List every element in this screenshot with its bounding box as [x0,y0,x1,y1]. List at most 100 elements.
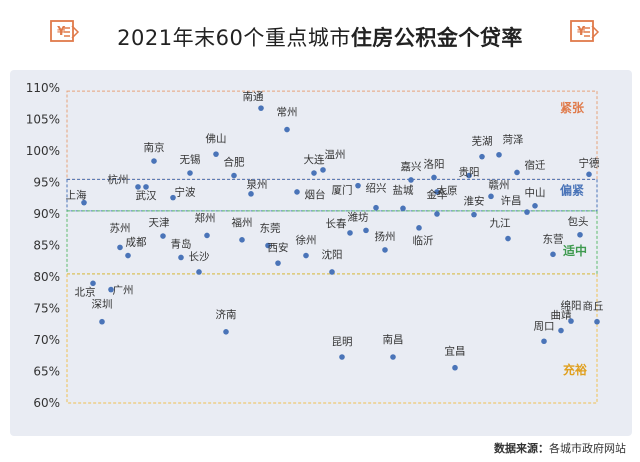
data-point [108,286,114,293]
data-point [347,230,353,236]
data-point [204,232,210,239]
data-point-label: 太原 [437,184,458,197]
data-point [400,205,406,212]
data-point-label: 长沙 [189,251,210,263]
data-point [373,204,379,211]
data-point [431,174,437,181]
data-point-label: 南通 [243,90,264,103]
data-point [311,170,317,176]
data-point [452,364,458,371]
data-point [170,194,176,201]
data-point [213,151,219,157]
data-point-label: 菏泽 [503,134,524,146]
data-point-label: 包头 [568,215,589,228]
data-point [541,338,547,345]
data-point [81,199,87,206]
data-point-label: 芜湖 [472,135,493,148]
data-point [284,126,290,133]
band-label: 充裕 [563,362,587,377]
data-point-label: 合肥 [224,156,245,169]
band-label: 适中 [563,243,587,258]
data-point [524,209,530,215]
y-tick-label: 70% [33,333,60,347]
data-point [151,158,157,164]
data-point [294,189,300,195]
data-point [187,170,193,176]
data-point-label: 中山 [525,186,546,199]
data-point-label: 潍坊 [348,210,369,223]
header: ¥ 2021年末60个重点城市住房公积金个贷率 ¥ [0,0,640,68]
data-point [135,184,141,190]
data-point [178,254,184,261]
data-point [339,354,345,360]
data-point [408,177,414,183]
data-point [390,354,396,360]
data-point-label: 绵阳 [561,299,582,312]
data-point [594,318,600,325]
data-point-label: 北京 [75,285,96,298]
data-point [265,242,271,249]
data-point [488,193,494,200]
data-point-label: 泉州 [247,178,268,191]
data-point [568,318,574,324]
data-point-label: 厦门 [332,184,353,197]
data-point-label: 无锡 [180,153,201,166]
data-point [320,167,326,173]
data-point-label: 烟台 [305,188,326,201]
y-tick-label: 65% [33,365,60,379]
data-point-label: 上海 [66,189,87,202]
data-point [434,211,440,217]
data-point [90,280,96,287]
data-point-label: 金华 [427,188,448,201]
data-point-label: 宜昌 [445,345,466,358]
y-tick-label: 90% [33,207,60,221]
data-point-label: 常州 [277,106,298,119]
data-point [275,260,281,266]
data-point [125,252,131,259]
data-point-label: 临沂 [413,234,434,247]
data-point-label: 南京 [144,141,165,154]
data-point-label: 郑州 [195,211,216,224]
data-point [479,153,485,160]
data-point [382,247,388,253]
data-point-label: 绍兴 [366,182,387,195]
page-title: 2021年末60个重点城市住房公积金个贷率 [0,22,640,52]
data-point-label: 深圳 [92,299,113,311]
y-tick-label: 105% [26,113,60,127]
y-tick-label: 85% [33,239,60,253]
y-tick-label: 80% [33,270,60,284]
data-point-label: 天津 [149,217,170,229]
data-point-label: 佛山 [206,132,227,145]
data-point-label: 贵阳 [459,166,480,179]
data-point-label: 南昌 [383,333,404,346]
data-point [248,191,254,197]
band-label: 偏紧 [560,182,584,197]
data-point-label: 嘉兴 [401,160,422,173]
data-point-label: 西安 [268,241,289,254]
title-bold: 住房公积金个贷率 [350,26,523,50]
chart-panel [10,70,632,436]
data-point-label: 宿迁 [525,158,546,171]
data-source: 数据来源：各城市政府网站 [494,440,626,456]
data-point-label: 温州 [325,149,346,161]
data-point [143,184,149,190]
source-label: 数据来源： [494,442,549,455]
y-tick-label: 110% [26,81,60,95]
data-point-label: 洛阳 [424,157,445,170]
band-box [66,90,598,180]
data-point-label: 商丘 [583,300,604,313]
data-point-label: 淮安 [464,195,485,208]
svg-text:¥: ¥ [577,24,586,38]
svg-text:¥: ¥ [57,24,66,38]
data-point [231,172,237,179]
data-point-label: 济南 [216,308,237,321]
data-point [196,269,202,275]
data-point [532,203,538,209]
y-tick-label: 95% [33,176,60,190]
data-point [550,251,556,258]
data-point-label: 扬州 [375,230,396,243]
data-point [303,252,309,259]
data-point [99,318,105,325]
data-point [558,327,564,334]
